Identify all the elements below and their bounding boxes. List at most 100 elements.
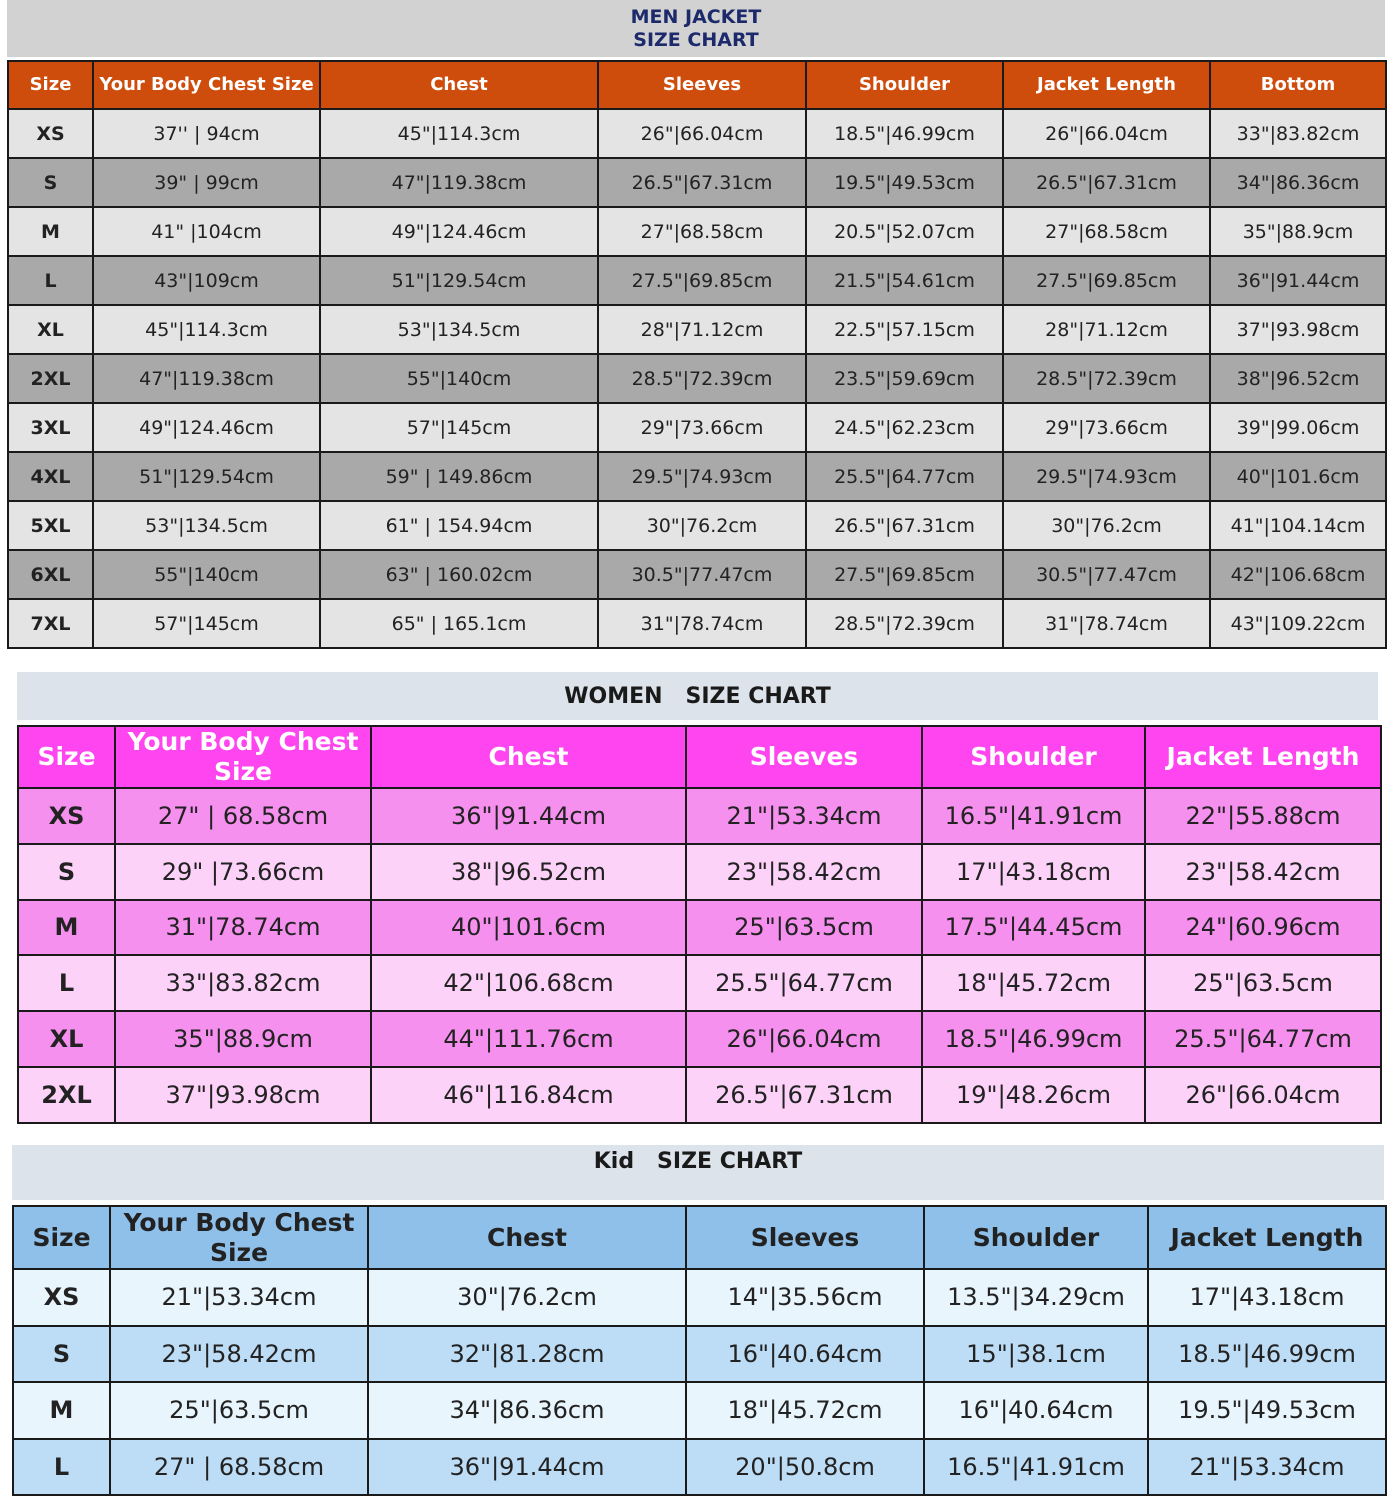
men-table-cell: 31"|78.74cm: [597, 598, 807, 649]
men-table-row: 5XL 53"|134.5cm 61" | 154.94cm 30"|76.2cm 26…: [7, 500, 1387, 551]
kid-table-cell: 36"|91.44cm: [367, 1437, 687, 1496]
men-table-cell: 18.5"|46.99cm: [805, 108, 1004, 159]
women-table-cell: 25"|63.5cm: [685, 898, 923, 957]
kid-column-header: Jacket Length: [1147, 1205, 1387, 1270]
women-table-cell: 35"|88.9cm: [114, 1010, 372, 1068]
men-table-cell: 43"|109cm: [92, 255, 321, 306]
men-column-header: Bottom: [1209, 60, 1387, 110]
kid-table-cell: 23"|58.42cm: [109, 1324, 369, 1383]
men-table-cell: 19.5"|49.53cm: [805, 157, 1004, 208]
women-table-cell: 26"|66.04cm: [1144, 1065, 1382, 1124]
kid-table-cell: 34"|86.36cm: [367, 1381, 687, 1440]
men-column-header: Size: [7, 60, 94, 110]
women-table-cell: 40"|101.6cm: [370, 898, 687, 957]
women-table-cell: 33"|83.82cm: [114, 954, 372, 1013]
women-table-cell: 17"|43.18cm: [921, 842, 1146, 901]
women-column-header: Size: [17, 725, 116, 789]
men-table-cell: 20.5"|52.07cm: [805, 206, 1004, 257]
men-title-line2: SIZE CHART: [633, 28, 759, 51]
women-table-cell: 21"|53.34cm: [685, 787, 923, 845]
men-table-cell: 41" |104cm: [92, 206, 321, 257]
women-header-row: Size Your Body Chest Size Chest Sleeves Shou…: [17, 725, 1382, 789]
kid-table-row: L 27" | 68.58cm 36"|91.44cm 20"|50.8cm 16.5"…: [12, 1437, 1387, 1496]
men-table-cell: 39"|99.06cm: [1209, 402, 1387, 453]
women-column-header: Sleeves: [685, 725, 923, 789]
kid-size-label: XS: [12, 1268, 111, 1327]
men-table-cell: 34"|86.36cm: [1209, 157, 1387, 208]
women-title-band: WOMEN SIZE CHART: [17, 672, 1378, 720]
men-column-header: Chest: [319, 60, 599, 110]
kid-size-label: S: [12, 1324, 111, 1383]
men-table-cell: 29.5"|74.93cm: [597, 451, 807, 502]
kid-table-cell: 18"|45.72cm: [685, 1381, 925, 1440]
kid-table-cell: 32"|81.28cm: [367, 1324, 687, 1383]
women-table-cell: 25.5"|64.77cm: [1144, 1010, 1382, 1068]
women-size-table: Size Your Body Chest Size Chest Sleeves Shou…: [17, 725, 1382, 1124]
men-size-label: S: [7, 157, 94, 208]
women-table-cell: 44"|111.76cm: [370, 1010, 687, 1068]
women-table-cell: 46"|116.84cm: [370, 1065, 687, 1124]
kid-size-table: Size Your Body Chest Size Chest Sleeves Shou…: [12, 1205, 1387, 1496]
men-table-cell: 45"|114.3cm: [92, 304, 321, 355]
women-table-cell: 38"|96.52cm: [370, 842, 687, 901]
women-size-label: S: [17, 842, 116, 901]
men-table-cell: 26.5"|67.31cm: [1002, 157, 1211, 208]
men-table-cell: 55"|140cm: [92, 549, 321, 600]
men-header-row: Size Your Body Chest Size Chest Sleeves Shou…: [7, 60, 1387, 110]
men-table-cell: 21.5"|54.61cm: [805, 255, 1004, 306]
women-table-cell: 18"|45.72cm: [921, 954, 1146, 1013]
women-table-row: 2XL 37"|93.98cm 46"|116.84cm 26.5"|67.31cm 1…: [17, 1065, 1382, 1124]
women-title: WOMEN SIZE CHART: [564, 683, 831, 709]
men-table-cell: 22.5"|57.15cm: [805, 304, 1004, 355]
men-table-cell: 37'' | 94cm: [92, 108, 321, 159]
kid-table-cell: 13.5"|34.29cm: [923, 1268, 1149, 1327]
kid-table-row: XS 21"|53.34cm 30"|76.2cm 14"|35.56cm 13.5"|…: [12, 1268, 1387, 1327]
men-table-cell: 51"|129.54cm: [92, 451, 321, 502]
kid-size-label: M: [12, 1381, 111, 1440]
men-table-row: XS 37'' | 94cm 45"|114.3cm 26"|66.04cm 18.5"…: [7, 108, 1387, 159]
women-table-cell: 17.5"|44.45cm: [921, 898, 1146, 957]
men-table-cell: 30.5"|77.47cm: [1002, 549, 1211, 600]
kid-table-cell: 17"|43.18cm: [1147, 1268, 1387, 1327]
men-table-cell: 28.5"|72.39cm: [1002, 353, 1211, 404]
men-table-cell: 53"|134.5cm: [319, 304, 599, 355]
kid-title-band: Kid SIZE CHART: [12, 1145, 1384, 1200]
men-size-label: 6XL: [7, 549, 94, 600]
women-table-cell: 25.5"|64.77cm: [685, 954, 923, 1013]
men-table-cell: 28.5"|72.39cm: [597, 353, 807, 404]
men-title-band: MEN JACKET SIZE CHART: [7, 0, 1385, 57]
men-table-cell: 51"|129.54cm: [319, 255, 599, 306]
men-table-cell: 28"|71.12cm: [1002, 304, 1211, 355]
men-table-cell: 38"|96.52cm: [1209, 353, 1387, 404]
women-table-cell: 16.5"|41.91cm: [921, 787, 1146, 845]
men-table-cell: 30"|76.2cm: [1002, 500, 1211, 551]
women-table-cell: 23"|58.42cm: [685, 842, 923, 901]
kid-table-cell: 16.5"|41.91cm: [923, 1437, 1149, 1496]
women-table-cell: 29" |73.66cm: [114, 842, 372, 901]
men-table-cell: 47"|119.38cm: [92, 353, 321, 404]
women-column-header: Your Body Chest Size: [114, 725, 372, 789]
men-size-label: 3XL: [7, 402, 94, 453]
men-table-cell: 29"|73.66cm: [1002, 402, 1211, 453]
men-table-cell: 27.5"|69.85cm: [597, 255, 807, 306]
men-table-cell: 59" | 149.86cm: [319, 451, 599, 502]
men-table-cell: 27.5"|69.85cm: [1002, 255, 1211, 306]
men-table-cell: 29.5"|74.93cm: [1002, 451, 1211, 502]
women-table-cell: 24"|60.96cm: [1144, 898, 1382, 957]
women-table-cell: 19"|48.26cm: [921, 1065, 1146, 1124]
women-table-cell: 23"|58.42cm: [1144, 842, 1382, 901]
women-table-cell: 31"|78.74cm: [114, 898, 372, 957]
men-table-row: L 43"|109cm 51"|129.54cm 27.5"|69.85cm 21.5"…: [7, 255, 1387, 306]
kid-column-header: Sleeves: [685, 1205, 925, 1270]
men-table-cell: 57"|145cm: [319, 402, 599, 453]
men-table-cell: 35"|88.9cm: [1209, 206, 1387, 257]
men-table-cell: 53"|134.5cm: [92, 500, 321, 551]
women-size-label: XL: [17, 1010, 116, 1068]
men-table-cell: 24.5"|62.23cm: [805, 402, 1004, 453]
kid-table-cell: 30"|76.2cm: [367, 1268, 687, 1327]
men-table-row: 7XL 57"|145cm 65" | 165.1cm 31"|78.74cm 28.5…: [7, 598, 1387, 649]
men-table-cell: 27"|68.58cm: [597, 206, 807, 257]
men-table-cell: 55"|140cm: [319, 353, 599, 404]
men-table-cell: 43"|109.22cm: [1209, 598, 1387, 649]
women-table-row: L 33"|83.82cm 42"|106.68cm 25.5"|64.77cm 18"…: [17, 954, 1382, 1013]
